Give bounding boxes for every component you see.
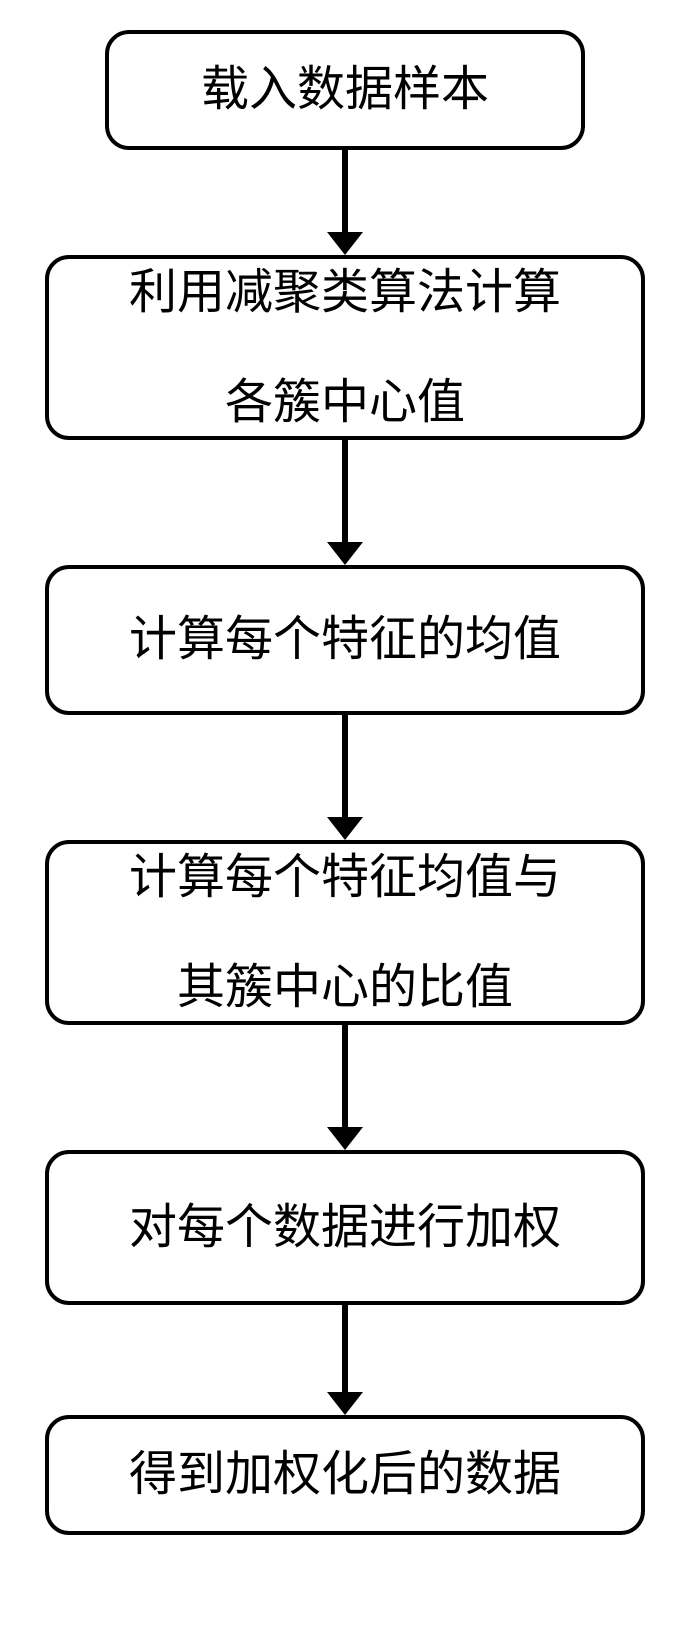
flowchart-arrow xyxy=(327,1305,363,1415)
flowchart-arrow xyxy=(327,1025,363,1150)
arrow-head-icon xyxy=(327,817,363,840)
arrow-head-icon xyxy=(327,1127,363,1150)
flowchart-node: 计算每个特征的均值 xyxy=(45,565,645,715)
node-text-line: 得到加权化后的数据 xyxy=(129,1447,561,1502)
arrow-head-icon xyxy=(327,542,363,565)
arrow-line xyxy=(342,1305,348,1392)
flowchart-node: 得到加权化后的数据 xyxy=(45,1415,645,1535)
node-text-line: 各簇中心值 xyxy=(225,375,465,430)
node-text-line: 对每个数据进行加权 xyxy=(129,1200,561,1255)
flowchart-arrow xyxy=(327,440,363,565)
node-text-line: 计算每个特征的均值 xyxy=(129,612,561,667)
flowchart-arrow xyxy=(327,150,363,255)
flowchart-node: 计算每个特征均值与其簇中心的比值 xyxy=(45,840,645,1025)
flowchart-node: 载入数据样本 xyxy=(105,30,585,150)
arrow-line xyxy=(342,1025,348,1127)
node-text-line: 其簇中心的比值 xyxy=(177,960,513,1015)
arrow-line xyxy=(342,440,348,542)
arrow-head-icon xyxy=(327,232,363,255)
arrow-head-icon xyxy=(327,1392,363,1415)
arrow-line xyxy=(342,715,348,817)
node-text-line: 利用减聚类算法计算 xyxy=(129,265,561,320)
arrow-line xyxy=(342,150,348,232)
flowchart-node: 对每个数据进行加权 xyxy=(45,1150,645,1305)
flowchart-container: 载入数据样本利用减聚类算法计算各簇中心值计算每个特征的均值计算每个特征均值与其簇… xyxy=(45,30,645,1535)
node-text-line: 计算每个特征均值与 xyxy=(129,850,561,905)
flowchart-node: 利用减聚类算法计算各簇中心值 xyxy=(45,255,645,440)
flowchart-arrow xyxy=(327,715,363,840)
node-text-line: 载入数据样本 xyxy=(201,62,489,117)
